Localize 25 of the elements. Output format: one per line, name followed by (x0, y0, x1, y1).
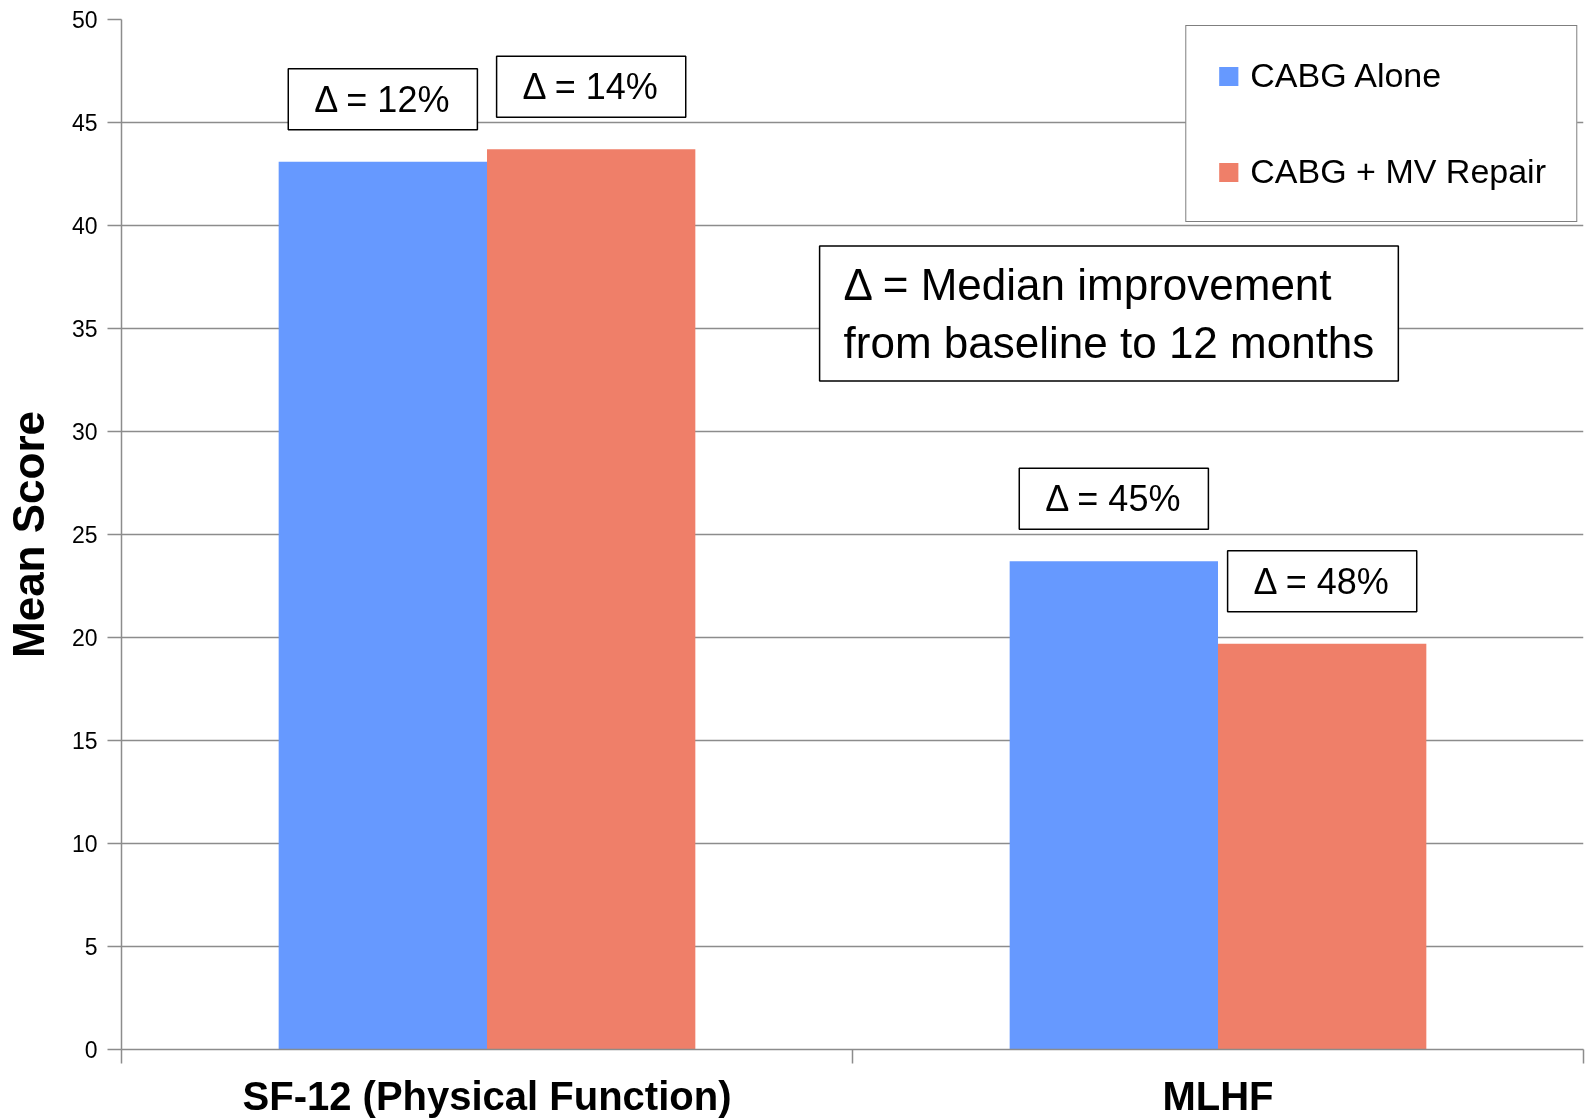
x-tick-label: SF-12 (Physical Function) (242, 1073, 732, 1118)
x-tick-label: MLHF (1162, 1073, 1274, 1118)
y-tick-label: 45 (71, 110, 98, 136)
y-axis-title: Mean Score (3, 411, 53, 658)
y-tick-label: 0 (84, 1037, 98, 1063)
bar (487, 149, 696, 1050)
y-tick-label: 15 (71, 728, 98, 754)
annotation: Δ = 12% (314, 78, 450, 120)
y-tick-label: 5 (84, 934, 98, 960)
legend-label: CABG + MV Repair (1250, 152, 1546, 191)
annotation: Δ = 48% (1253, 560, 1389, 602)
y-tick-label: 20 (71, 625, 98, 651)
y-tick-label: 50 (71, 7, 98, 33)
y-tick-label: 40 (71, 213, 98, 239)
bar (1009, 561, 1218, 1050)
y-tick-label: 25 (71, 522, 98, 548)
bar (278, 161, 487, 1050)
annotation: Δ = 14% (522, 66, 658, 108)
bar (1218, 643, 1427, 1050)
y-tick-label: 35 (71, 316, 98, 342)
annotation: Δ = 45% (1045, 478, 1181, 520)
y-tick-label: 10 (71, 831, 98, 857)
y-tick-label: 30 (71, 419, 98, 445)
legend-label: CABG Alone (1250, 56, 1442, 95)
annotation: Δ = Median improvement from baseline to 12 months (843, 260, 1375, 367)
